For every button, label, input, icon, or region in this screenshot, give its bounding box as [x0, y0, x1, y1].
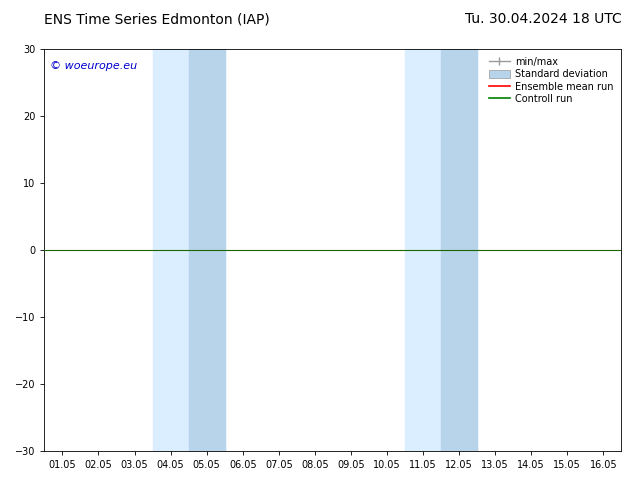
Text: Tu. 30.04.2024 18 UTC: Tu. 30.04.2024 18 UTC [465, 12, 621, 26]
Text: ENS Time Series Edmonton (IAP): ENS Time Series Edmonton (IAP) [44, 12, 270, 26]
Text: © woeurope.eu: © woeurope.eu [50, 61, 138, 71]
Bar [405, 49, 477, 451]
Bar [441, 49, 477, 451]
Bar [189, 49, 224, 451]
Legend: min/max, Standard deviation, Ensemble mean run, Controll run: min/max, Standard deviation, Ensemble me… [486, 54, 616, 107]
Bar [153, 49, 224, 451]
